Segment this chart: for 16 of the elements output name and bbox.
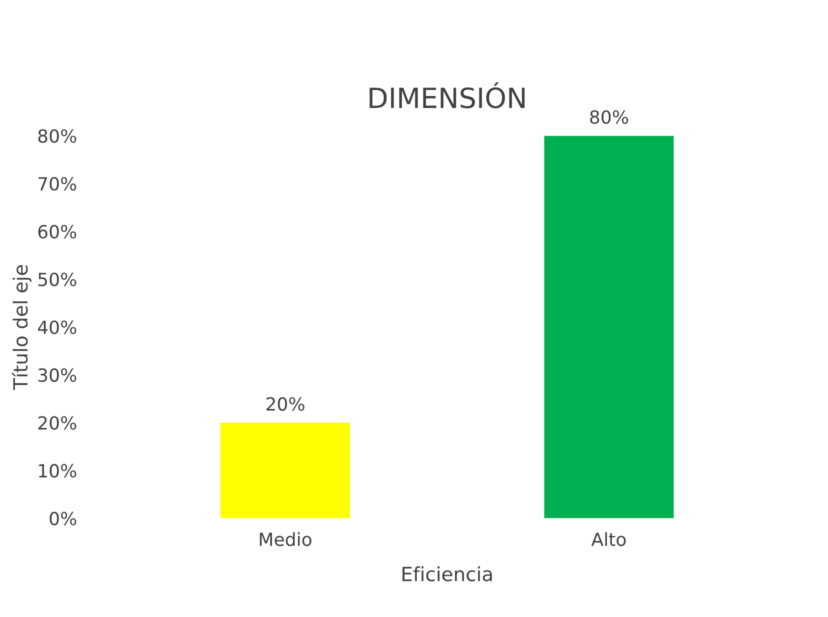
x-tick-label: Alto	[591, 532, 626, 546]
y-tick-label: 0%	[50, 512, 76, 526]
y-tick-label: 20%	[38, 416, 76, 430]
data-label: 20%	[266, 397, 304, 411]
y-tick-label: 80%	[38, 129, 76, 143]
x-axis-title: Eficiencia	[402, 566, 492, 582]
y-tick-label: 40%	[38, 320, 76, 334]
y-tick-label: 60%	[38, 224, 76, 238]
y-tick-label: 50%	[38, 272, 76, 286]
y-tick-label: 30%	[38, 368, 76, 382]
y-axis-title: Título del eje	[12, 265, 32, 390]
x-tick-label: Medio	[260, 532, 312, 546]
chart-title: DIMENSIÓN	[370, 82, 525, 108]
y-tick-label: 70%	[38, 177, 76, 191]
y-tick-label: 10%	[39, 464, 76, 478]
data-label: 80%	[590, 110, 628, 124]
